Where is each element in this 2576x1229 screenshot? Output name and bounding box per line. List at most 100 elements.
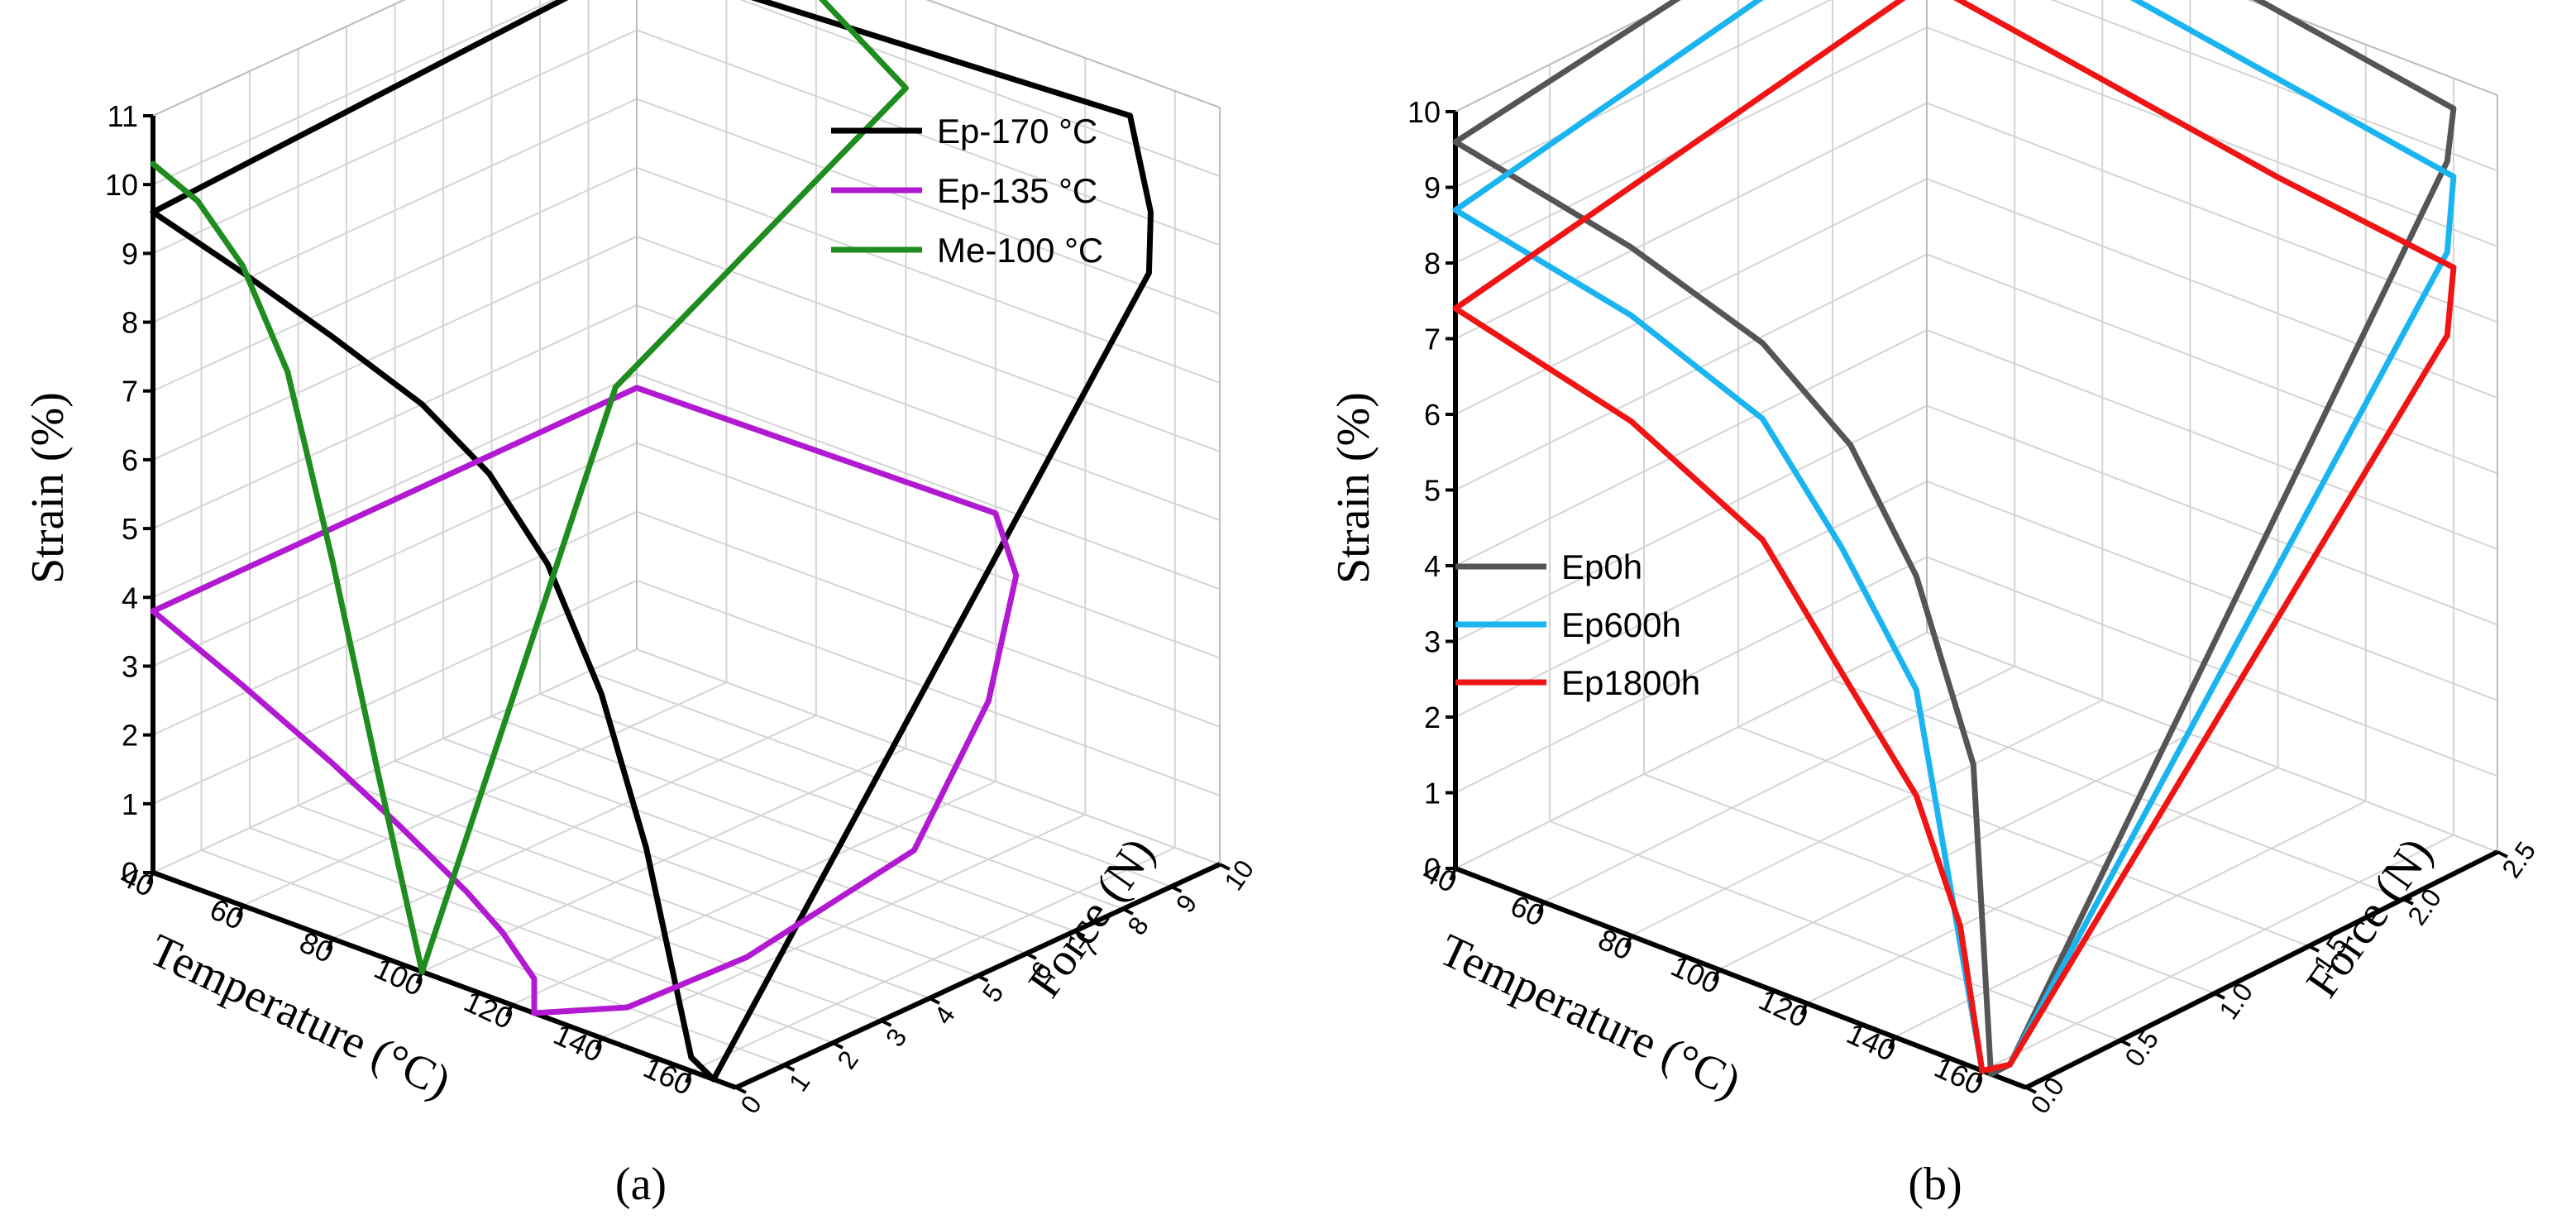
grid-line [739,0,1221,178]
x-axis [151,870,738,1090]
xlabel-b: Temperature (°C) [1431,925,1748,1108]
zlabel-a: Strain (%) [22,392,74,584]
x-tick [1799,1002,1809,1016]
grid-line [1718,733,2191,971]
y-tick-label: 2 [831,1045,864,1074]
y-tick [2025,1086,2037,1094]
z-tick-label: 7 [122,375,138,409]
grid-line [1926,329,2498,550]
y-tick-label: 9 [1170,889,1203,918]
box-edge [2247,0,2498,96]
y-tick [1073,930,1086,938]
grid-line [491,715,1075,932]
y-tick-label: 5 [977,978,1010,1007]
grid-line [1455,102,1928,340]
grid-line [242,681,727,906]
x-tick-label: 100 [1666,949,1726,1001]
y-tick [1170,885,1183,893]
zlabel-b: Strain (%) [1328,392,1379,584]
grid-line [442,738,1027,954]
grid-line [1549,820,2121,1041]
x-tick-label: 120 [1754,983,1814,1035]
z-tick-label: 5 [1424,474,1441,508]
y-axis [2024,849,2499,1090]
y-tick-label: 4 [928,1001,961,1030]
z-tick-label: 0 [122,856,138,890]
legend-a: Ep-170 °C Ep-135 °C Me-100 °C [831,112,1103,270]
box-edge [152,0,406,117]
grid-line [152,648,638,873]
x-tick [1712,968,1721,983]
grid-line [1926,178,2498,399]
grid-line [1455,632,1928,869]
y-tick-label: 8 [1121,911,1154,940]
grid-line [1455,329,1928,567]
grid-line [2247,0,2498,96]
y-tick [2402,897,2414,906]
x-tick [1624,935,1633,949]
x-tick-label: 80 [1594,922,1638,967]
x-tick [684,1070,693,1083]
grid-line [346,782,930,999]
y-tick [977,974,989,983]
box-edge [1455,0,1681,112]
series-line-me-100-c [150,0,909,975]
grid-line [1926,253,2498,475]
panel-label-b: (b) [1908,1159,1962,1210]
grid-line [636,579,1221,796]
y-tick-label: 0 [734,1090,767,1119]
x-tick-label: 140 [1842,1016,1901,1069]
grid-line [2050,0,2498,172]
grid-line [1926,102,2498,323]
y-tick-label: 3 [880,1023,913,1052]
grid-line [636,235,1221,452]
grid-line [1832,679,2404,900]
z-tick-label: 8 [122,306,138,340]
grid-line [539,693,1124,910]
x-tick [505,1004,514,1017]
y-tick [1122,907,1134,916]
grid-line [1455,0,1833,189]
grid-line [1455,253,1928,491]
legend-label: Me-100 °C [937,231,1103,270]
z-tick-label: 8 [1424,246,1441,280]
x-axis [1454,866,2028,1090]
z-tick-label: 1 [122,787,138,821]
grid-line [588,671,1172,887]
z-tick-label: 2 [122,719,138,753]
y-tick-label: 1 [783,1068,816,1097]
z-tick-label: 9 [122,237,138,270]
y-tick [832,1041,844,1050]
legend-b: Ep0h Ep600h Ep1800h [1455,548,1700,702]
grid-line [636,98,1221,315]
y-tick [735,1086,747,1094]
series-line-ep1800h [1452,0,2457,1074]
box-edge [925,0,1221,108]
z-tick-label: 11 [108,99,138,133]
y-tick [2214,992,2225,1000]
grid-line [1926,26,2498,247]
grid-line [600,814,1086,1039]
z-tick-label: 6 [1424,398,1441,432]
x-tick-label: 120 [459,984,519,1036]
x-tick-label: 60 [1505,888,1550,933]
x-tick [146,872,155,885]
legend-label: Ep-135 °C [937,171,1097,210]
grid-b [1455,0,2498,1088]
z-tick-label: 10 [105,168,138,202]
y-tick [1025,952,1037,960]
grid-line [636,166,1221,384]
y-tick-label: 0.5 [2119,1025,2164,1072]
x-tick-label: 140 [548,1017,608,1069]
grid-line [1926,481,2498,701]
z-tick-label: 7 [1424,323,1441,356]
grid-line [249,827,834,1044]
y-tick [929,997,940,1005]
x-tick [236,905,245,918]
grid-line [511,781,996,1006]
grid-line [636,304,1221,522]
z-tick-label: 5 [122,512,138,546]
x-tick [1887,1036,1896,1050]
